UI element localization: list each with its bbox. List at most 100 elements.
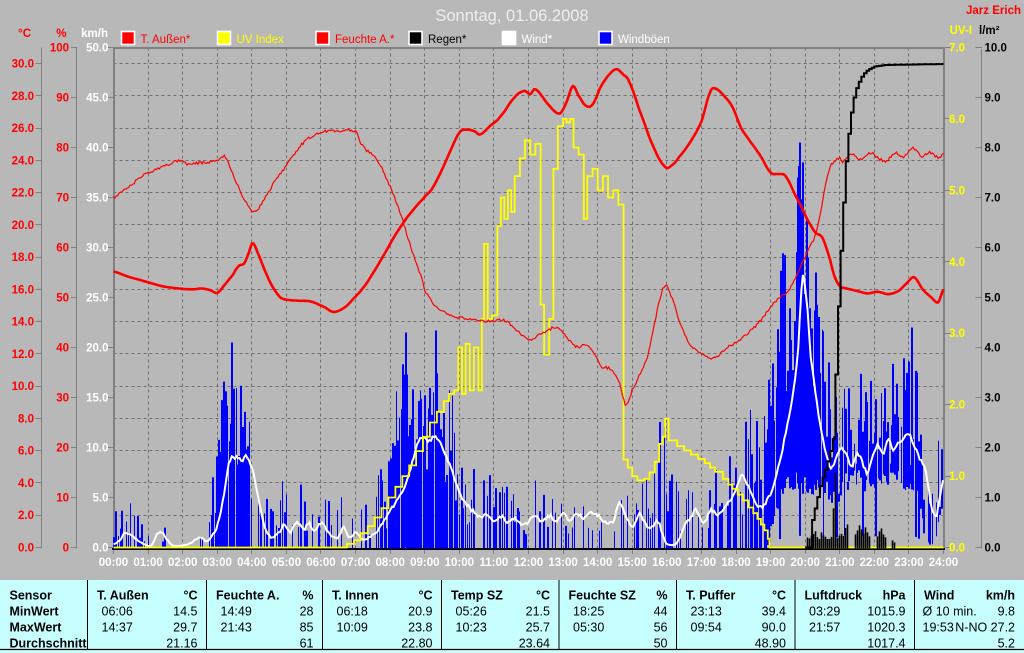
svg-text:Regen*: Regen* xyxy=(428,34,467,46)
svg-text:UV Index: UV Index xyxy=(237,34,285,46)
svg-text:MaxWert: MaxWert xyxy=(10,621,63,635)
svg-text:5.0: 5.0 xyxy=(949,185,965,197)
svg-text:6.0: 6.0 xyxy=(985,243,1001,255)
svg-text:50: 50 xyxy=(654,637,668,651)
svg-text:100: 100 xyxy=(50,43,69,55)
svg-text:19:00: 19:00 xyxy=(756,557,785,569)
svg-text:T. Innen: T. Innen xyxy=(332,589,379,603)
svg-text:80: 80 xyxy=(56,143,69,155)
svg-text:18:25: 18:25 xyxy=(573,605,604,619)
svg-text:35.0: 35.0 xyxy=(86,193,108,205)
svg-text:12:00: 12:00 xyxy=(514,557,543,569)
svg-text:0.0: 0.0 xyxy=(985,543,1001,555)
svg-text:06:00: 06:00 xyxy=(306,557,335,569)
svg-text:30: 30 xyxy=(56,393,69,405)
svg-text:8.0: 8.0 xyxy=(18,413,34,425)
svg-text:24:00: 24:00 xyxy=(929,557,958,569)
svg-text:12.0: 12.0 xyxy=(12,349,34,361)
svg-text:05:30: 05:30 xyxy=(573,621,604,635)
svg-text:7.0: 7.0 xyxy=(949,43,965,55)
svg-text:18:00: 18:00 xyxy=(721,557,750,569)
svg-text:22.80: 22.80 xyxy=(401,637,432,651)
svg-text:Feuchte A.: Feuchte A. xyxy=(216,589,279,603)
svg-text:1.0: 1.0 xyxy=(949,471,965,483)
svg-text:22.0: 22.0 xyxy=(12,188,34,200)
svg-text:16:00: 16:00 xyxy=(652,557,681,569)
svg-text:18.0: 18.0 xyxy=(12,252,34,264)
svg-text:15:00: 15:00 xyxy=(617,557,646,569)
svg-text:29.7: 29.7 xyxy=(173,621,197,635)
svg-text:07:00: 07:00 xyxy=(341,557,370,569)
svg-text:13:00: 13:00 xyxy=(548,557,577,569)
svg-text:Luftdruck: Luftdruck xyxy=(805,589,863,603)
svg-text:2.0: 2.0 xyxy=(985,443,1001,455)
svg-text:40.0: 40.0 xyxy=(86,143,108,155)
svg-text:14:00: 14:00 xyxy=(583,557,612,569)
svg-text:06:06: 06:06 xyxy=(102,605,133,619)
svg-text:22:00: 22:00 xyxy=(860,557,889,569)
svg-text:4.0: 4.0 xyxy=(18,478,34,490)
svg-text:70: 70 xyxy=(56,193,69,205)
svg-text:20.0: 20.0 xyxy=(86,343,108,355)
svg-text:03:00: 03:00 xyxy=(202,557,231,569)
svg-text:10:09: 10:09 xyxy=(337,621,368,635)
svg-text:°C: °C xyxy=(772,589,786,603)
svg-text:9.0: 9.0 xyxy=(985,93,1001,105)
svg-text:44: 44 xyxy=(654,605,668,619)
svg-text:Durchschnitt: Durchschnitt xyxy=(10,637,88,651)
svg-text:50.0: 50.0 xyxy=(86,43,108,55)
svg-text:%: % xyxy=(656,589,667,603)
svg-text:00:00: 00:00 xyxy=(99,557,128,569)
svg-text:°C: °C xyxy=(418,589,432,603)
svg-text:0.0: 0.0 xyxy=(93,543,109,555)
svg-text:1017.4: 1017.4 xyxy=(867,637,905,651)
svg-text:5.0: 5.0 xyxy=(93,493,109,505)
svg-text:2.0: 2.0 xyxy=(18,510,34,522)
svg-text:21:57: 21:57 xyxy=(809,621,840,635)
svg-text:25.0: 25.0 xyxy=(86,293,108,305)
svg-text:45.0: 45.0 xyxy=(86,93,108,105)
svg-text:61: 61 xyxy=(300,637,314,651)
svg-text:°C: °C xyxy=(183,589,197,603)
svg-text:16.0: 16.0 xyxy=(12,284,34,296)
svg-text:4.0: 4.0 xyxy=(985,343,1001,355)
svg-text:Jarz Erich: Jarz Erich xyxy=(966,5,1021,17)
svg-text:6.0: 6.0 xyxy=(18,446,34,458)
svg-text:km/h: km/h xyxy=(81,28,108,40)
svg-text:2.0: 2.0 xyxy=(949,400,965,412)
svg-text:MinWert: MinWert xyxy=(10,605,60,619)
svg-text:3.0: 3.0 xyxy=(949,328,965,340)
svg-text:03:29: 03:29 xyxy=(809,605,840,619)
svg-text:Temp SZ: Temp SZ xyxy=(451,589,503,603)
svg-text:23.64: 23.64 xyxy=(519,637,550,651)
svg-text:10:23: 10:23 xyxy=(456,621,487,635)
svg-text:8.0: 8.0 xyxy=(985,143,1001,155)
svg-text:14:37: 14:37 xyxy=(102,621,133,635)
svg-text:10.0: 10.0 xyxy=(86,443,108,455)
svg-text:04:00: 04:00 xyxy=(237,557,266,569)
svg-text:%: % xyxy=(56,28,66,40)
svg-text:UV-I: UV-I xyxy=(950,25,972,37)
svg-text:7.0: 7.0 xyxy=(985,193,1001,205)
svg-text:6.0: 6.0 xyxy=(949,114,965,126)
svg-text:21:00: 21:00 xyxy=(825,557,854,569)
svg-text:5.2: 5.2 xyxy=(998,637,1015,651)
svg-text:20: 20 xyxy=(56,443,69,455)
svg-text:09:00: 09:00 xyxy=(410,557,439,569)
svg-text:20:00: 20:00 xyxy=(790,557,819,569)
svg-text:Wind: Wind xyxy=(924,589,954,603)
svg-text:24.0: 24.0 xyxy=(12,155,34,167)
svg-text:19:53: 19:53 xyxy=(923,621,954,635)
svg-text:25.7: 25.7 xyxy=(526,621,550,635)
svg-text:21.16: 21.16 xyxy=(166,637,197,651)
svg-text:30.0: 30.0 xyxy=(12,59,34,71)
svg-text:9.8: 9.8 xyxy=(998,605,1015,619)
svg-text:56: 56 xyxy=(654,621,668,635)
svg-text:5.0: 5.0 xyxy=(985,293,1001,305)
svg-text:14.0: 14.0 xyxy=(12,317,34,329)
svg-text:km/h: km/h xyxy=(986,589,1015,603)
svg-text:09:54: 09:54 xyxy=(691,621,722,635)
svg-text:1.0: 1.0 xyxy=(985,493,1001,505)
svg-text:°C: °C xyxy=(536,589,550,603)
svg-text:21.5: 21.5 xyxy=(526,605,550,619)
